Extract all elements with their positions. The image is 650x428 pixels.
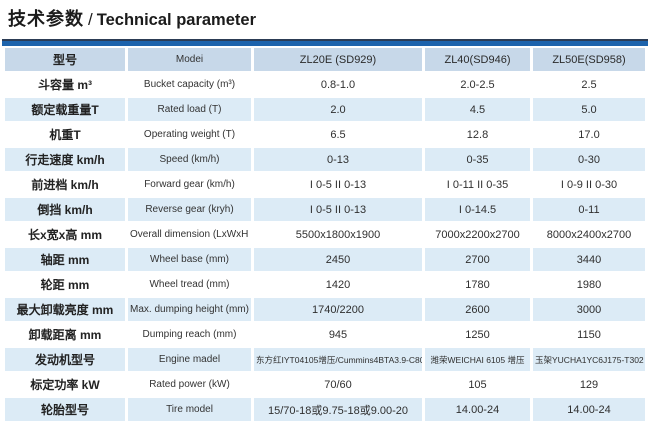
- value-rated-power-col2: 105: [425, 373, 530, 396]
- value-operating-weight-col1: 6.5: [254, 123, 422, 146]
- row-label-zh-engine-model: 发动机型号: [5, 348, 125, 371]
- value-tire-model-col3: 14.00-24: [533, 398, 645, 421]
- table-row-rated-power: 标定功率 kW Rated power (kW) 70/60 105 129: [5, 373, 645, 396]
- row-label-en-forward-gear: Forward gear (km/h): [128, 173, 251, 196]
- value-rated-power-col1: 70/60: [254, 373, 422, 396]
- table-row-wheel-base: 轴距 mm Wheel base (mm) 2450 2700 3440: [5, 248, 645, 271]
- row-label-zh-dumping-reach: 卸载距离 mm: [5, 323, 125, 346]
- table-row-forward-gear: 前进档 km/h Forward gear (km/h) I 0-5 II 0-13…: [5, 173, 645, 196]
- row-label-en-rated-power: Rated power (kW): [128, 373, 251, 396]
- value-overall-dimension-col2: 7000x2200x2700: [425, 223, 530, 246]
- table-row-speed: 行走速度 km/h Speed (km/h) 0-13 0-35 0-30: [5, 148, 645, 171]
- technical-parameter-table: 型号 Modei ZL20E (SD929) ZL40(SD946) ZL50E…: [2, 46, 648, 423]
- table-row-max-dumping-height: 最大卸载亮度 mm Max. dumping height (mm) 1740/22…: [5, 298, 645, 321]
- row-label-zh-max-dumping-height: 最大卸载亮度 mm: [5, 298, 125, 321]
- value-operating-weight-col2: 12.8: [425, 123, 530, 146]
- value-forward-gear-col3: I 0-9 II 0-30: [533, 173, 645, 196]
- page-title-separator: /: [88, 10, 93, 29]
- value-engine-model-col1: 东方红IYT04105增压/Cummins4BTA3.9-C80: [254, 348, 422, 371]
- row-label-zh-reverse-gear: 倒挡 km/h: [5, 198, 125, 221]
- value-operating-weight-col3: 17.0: [533, 123, 645, 146]
- value-wheel-tread-col3: 1980: [533, 273, 645, 296]
- table-row-reverse-gear: 倒挡 km/h Reverse gear (kryh) I 0-5 II 0-13 I…: [5, 198, 645, 221]
- value-wheel-base-col3: 3440: [533, 248, 645, 271]
- row-label-en-tire-model: Tire model: [128, 398, 251, 421]
- header-model-label-zh: 型号: [5, 48, 125, 71]
- table-row-rated-load: 额定载重量T Rated load (T) 2.0 4.5 5.0: [5, 98, 645, 121]
- table-top-accent-bar: [2, 39, 648, 46]
- value-dumping-reach-col3: 1150: [533, 323, 645, 346]
- value-max-dumping-height-col2: 2600: [425, 298, 530, 321]
- row-label-zh-overall-dimension: 长x宽x高 mm: [5, 223, 125, 246]
- value-wheel-tread-col2: 1780: [425, 273, 530, 296]
- value-forward-gear-col2: I 0-11 II 0-35: [425, 173, 530, 196]
- value-dumping-reach-col2: 1250: [425, 323, 530, 346]
- value-overall-dimension-col3: 8000x2400x2700: [533, 223, 645, 246]
- value-bucket-capacity-col1: 0.8-1.0: [254, 73, 422, 96]
- value-speed-col2: 0-35: [425, 148, 530, 171]
- value-overall-dimension-col1: 5500x1800x1900: [254, 223, 422, 246]
- value-speed-col1: 0-13: [254, 148, 422, 171]
- row-label-zh-wheel-base: 轴距 mm: [5, 248, 125, 271]
- table-row-dumping-reach: 卸载距离 mm Dumping reach (mm) 945 1250 1150: [5, 323, 645, 346]
- value-rated-power-col3: 129: [533, 373, 645, 396]
- value-tire-model-col2: 14.00-24: [425, 398, 530, 421]
- row-label-zh-wheel-tread: 轮距 mm: [5, 273, 125, 296]
- header-column-zl40: ZL40(SD946): [425, 48, 530, 71]
- table-row-tire-model: 轮胎型号 Tire model 15/70-18或9.75-18或9.00-20 14…: [5, 398, 645, 421]
- row-label-en-dumping-reach: Dumping reach (mm): [128, 323, 251, 346]
- row-label-zh-tire-model: 轮胎型号: [5, 398, 125, 421]
- row-label-en-bucket-capacity: Bucket capacity (m³): [128, 73, 251, 96]
- row-label-zh-rated-load: 额定载重量T: [5, 98, 125, 121]
- row-label-en-speed: Speed (km/h): [128, 148, 251, 171]
- row-label-zh-speed: 行走速度 km/h: [5, 148, 125, 171]
- row-label-en-reverse-gear: Reverse gear (kryh): [128, 198, 251, 221]
- row-label-en-rated-load: Rated load (T): [128, 98, 251, 121]
- header-column-zl20e: ZL20E (SD929): [254, 48, 422, 71]
- table-row-operating-weight: 机重T Operating weight (T) 6.5 12.8 17.0: [5, 123, 645, 146]
- value-rated-load-col3: 5.0: [533, 98, 645, 121]
- value-reverse-gear-col1: I 0-5 II 0-13: [254, 198, 422, 221]
- value-wheel-tread-col1: 1420: [254, 273, 422, 296]
- value-tire-model-col1: 15/70-18或9.75-18或9.00-20: [254, 398, 422, 421]
- row-label-en-wheel-base: Wheel base (mm): [128, 248, 251, 271]
- table-body: 斗容量 m³ Bucket capacity (m³) 0.8-1.0 2.0-2.5…: [5, 73, 645, 421]
- row-label-en-operating-weight: Operating weight (T): [128, 123, 251, 146]
- value-forward-gear-col1: I 0-5 II 0-13: [254, 173, 422, 196]
- value-wheel-base-col1: 2450: [254, 248, 422, 271]
- value-engine-model-col2: 潍荣WEICHAI 6105 增压: [425, 348, 530, 371]
- row-label-zh-operating-weight: 机重T: [5, 123, 125, 146]
- value-max-dumping-height-col1: 1740/2200: [254, 298, 422, 321]
- value-rated-load-col1: 2.0: [254, 98, 422, 121]
- table-row-bucket-capacity: 斗容量 m³ Bucket capacity (m³) 0.8-1.0 2.0-2.5…: [5, 73, 645, 96]
- value-speed-col3: 0-30: [533, 148, 645, 171]
- value-max-dumping-height-col3: 3000: [533, 298, 645, 321]
- row-label-en-overall-dimension: Overall dimension (LxWxH mm): [128, 223, 251, 246]
- value-wheel-base-col2: 2700: [425, 248, 530, 271]
- table-header-row: 型号 Modei ZL20E (SD929) ZL40(SD946) ZL50E…: [5, 48, 645, 71]
- value-reverse-gear-col3: 0-11: [533, 198, 645, 221]
- row-label-en-engine-model: Engine madel: [128, 348, 251, 371]
- row-label-zh-bucket-capacity: 斗容量 m³: [5, 73, 125, 96]
- page-title-en: Technical parameter: [96, 11, 256, 29]
- page-title-zh: 技术参数: [8, 9, 84, 29]
- value-reverse-gear-col2: I 0-14.5: [425, 198, 530, 221]
- value-rated-load-col2: 4.5: [425, 98, 530, 121]
- value-bucket-capacity-col3: 2.5: [533, 73, 645, 96]
- row-label-en-max-dumping-height: Max. dumping height (mm): [128, 298, 251, 321]
- page-title: 技术参数 / Technical parameter: [0, 0, 650, 38]
- row-label-zh-rated-power: 标定功率 kW: [5, 373, 125, 396]
- header-column-zl50e: ZL50E(SD958): [533, 48, 645, 71]
- table-row-wheel-tread: 轮距 mm Wheel tread (mm) 1420 1780 1980: [5, 273, 645, 296]
- value-engine-model-col3: 玉架YUCHA1YC6J175-T302: [533, 348, 645, 371]
- value-bucket-capacity-col2: 2.0-2.5: [425, 73, 530, 96]
- header-model-label-en: Modei: [128, 48, 251, 71]
- value-dumping-reach-col1: 945: [254, 323, 422, 346]
- row-label-en-wheel-tread: Wheel tread (mm): [128, 273, 251, 296]
- table-row-engine-model: 发动机型号 Engine madel 东方红IYT04105增压/Cummins4B…: [5, 348, 645, 371]
- row-label-zh-forward-gear: 前进档 km/h: [5, 173, 125, 196]
